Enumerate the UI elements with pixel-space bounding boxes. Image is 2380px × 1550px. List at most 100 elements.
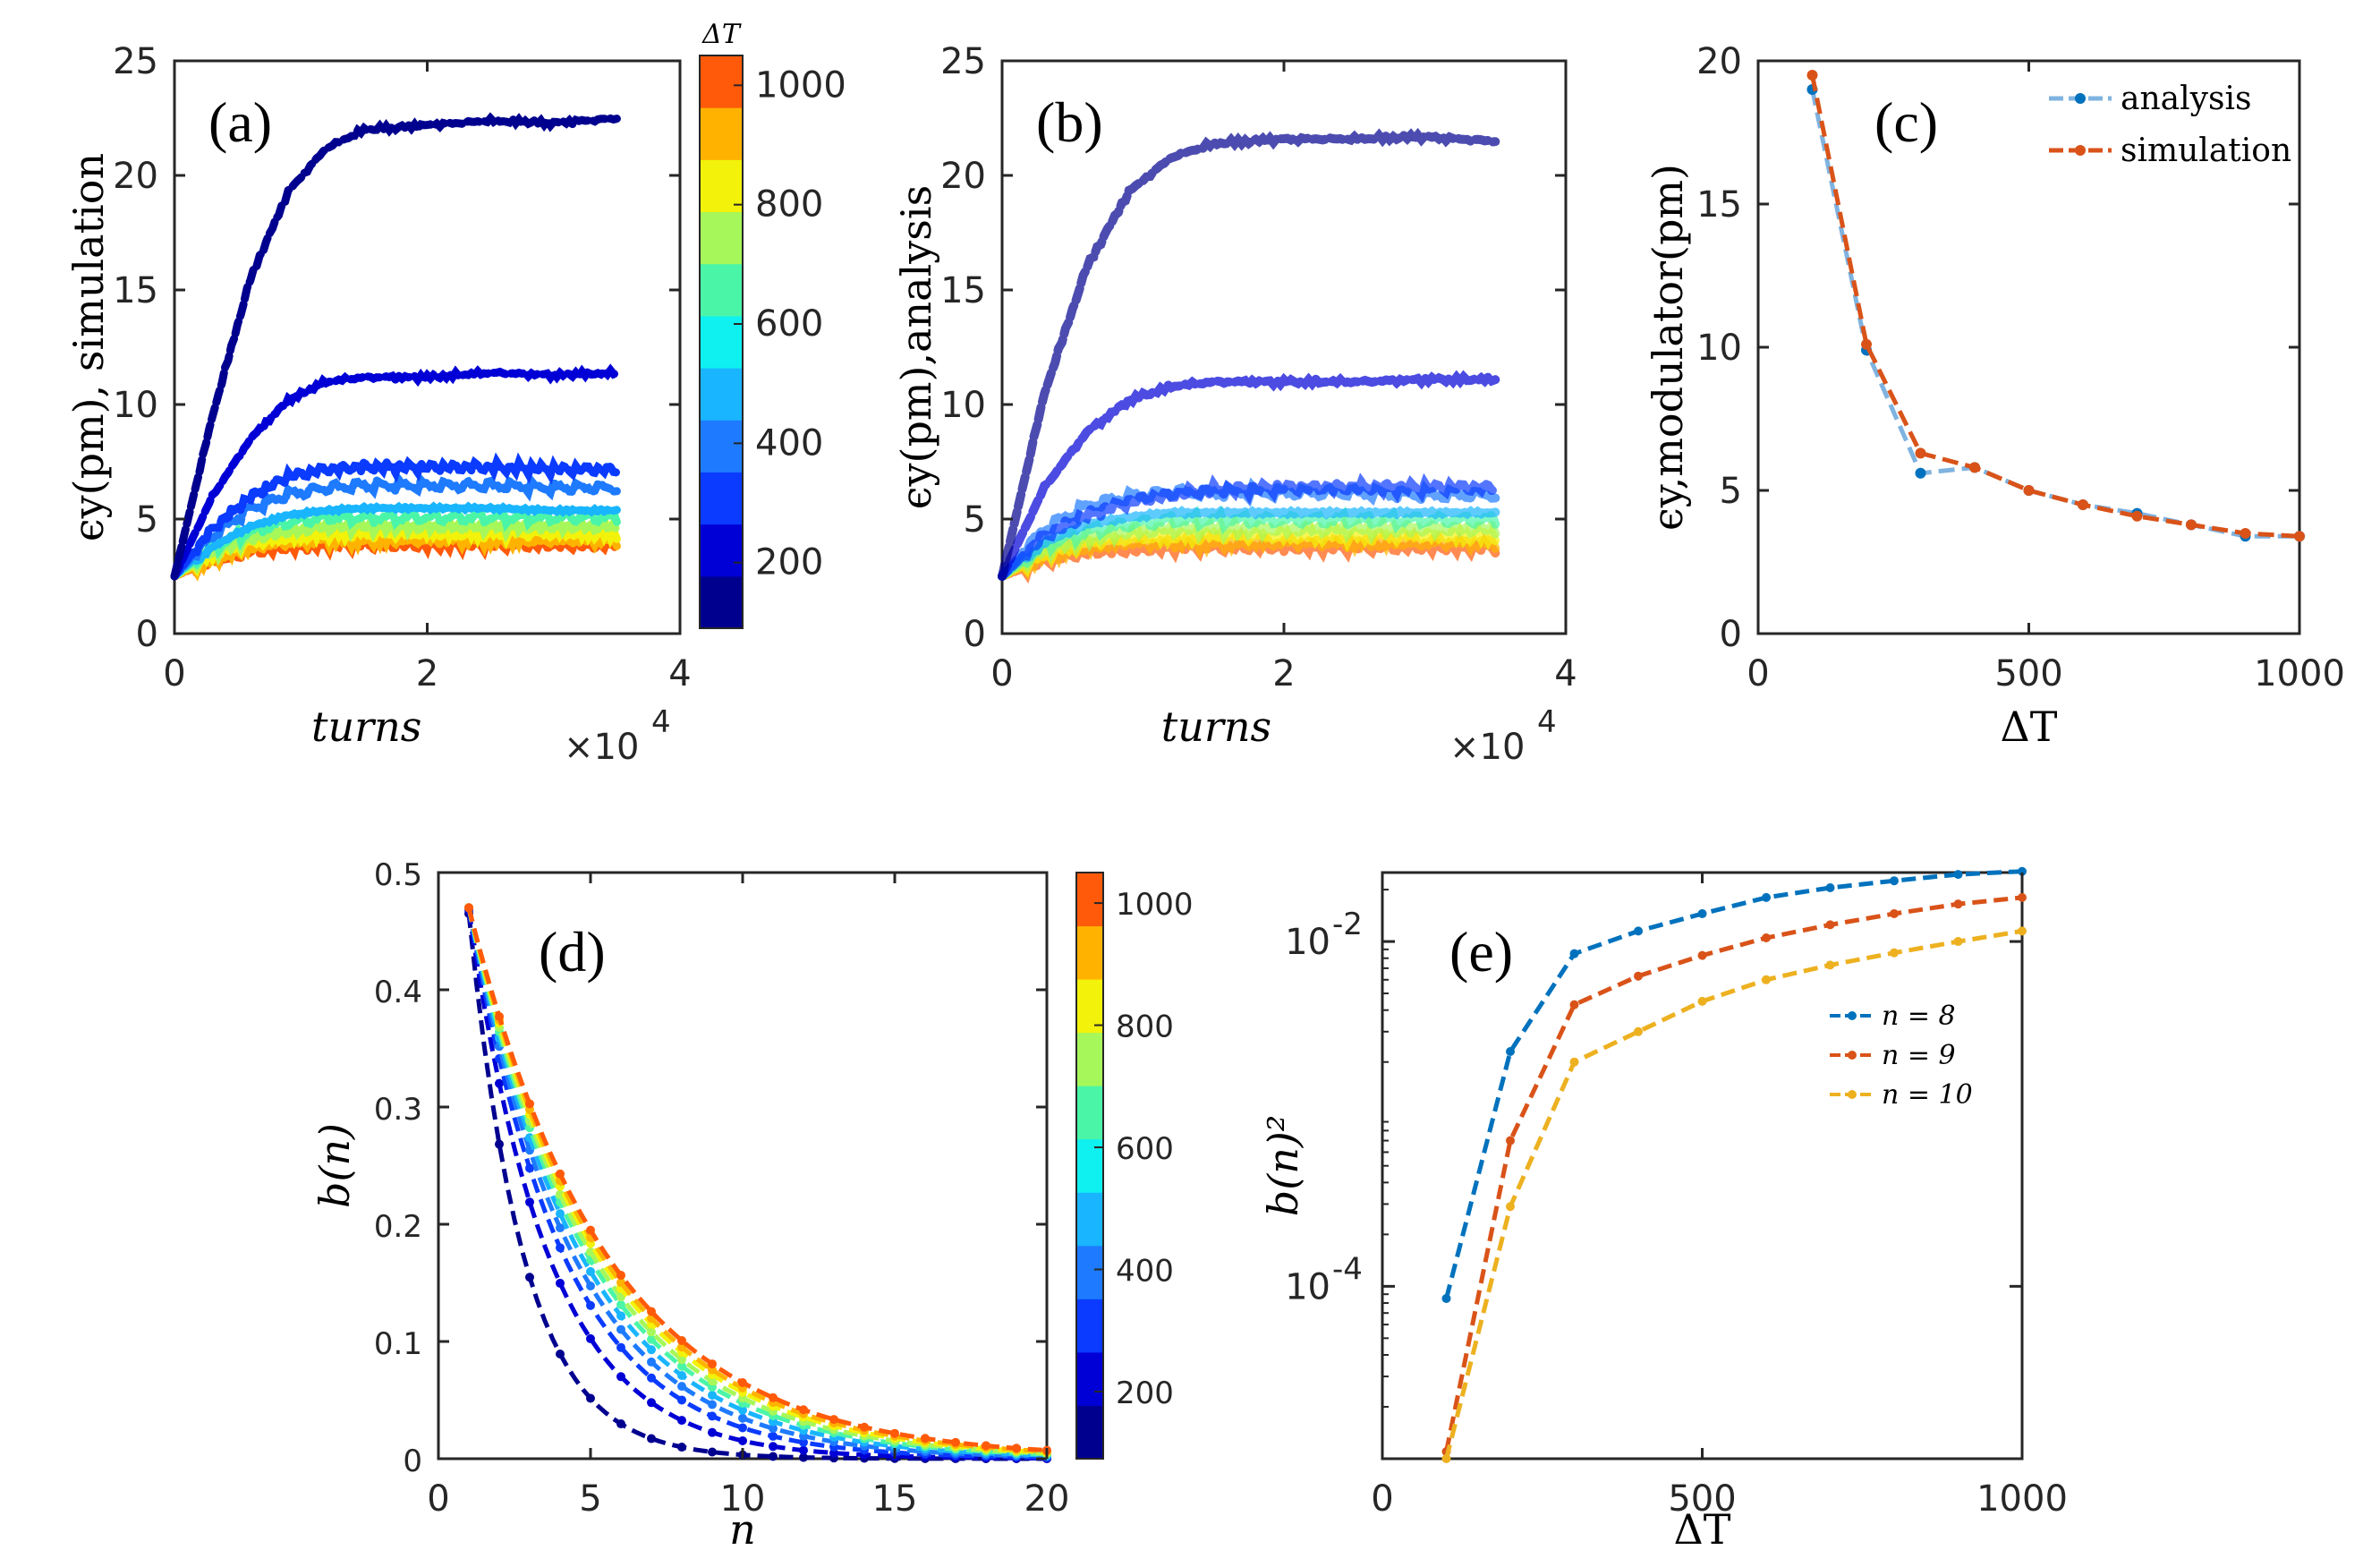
panel-d-point-3 bbox=[586, 1281, 595, 1290]
panel-e-xtick-label: 0 bbox=[1371, 1478, 1393, 1520]
panel-c-legend-marker-simulation bbox=[2075, 145, 2086, 156]
colorbar-d-segment bbox=[1076, 1405, 1103, 1460]
panel-d-point-0 bbox=[769, 1452, 778, 1461]
panel-d-point-9 bbox=[951, 1437, 960, 1447]
panel-d-point-4 bbox=[647, 1345, 656, 1355]
colorbar-d-frame bbox=[1075, 872, 1104, 1460]
panel-e-ytick-exp: -4 bbox=[1332, 1251, 1363, 1287]
panel-a-xlabel: turns bbox=[311, 703, 421, 751]
panel-d-xtick-label: 10 bbox=[720, 1478, 766, 1520]
panel-d-point-3 bbox=[738, 1413, 747, 1423]
colorbar-d-segment bbox=[1076, 1245, 1103, 1299]
panel-b-ytick-label: 25 bbox=[940, 41, 986, 82]
colorbar-d-segment bbox=[1076, 925, 1103, 980]
panel-c-point-simulation bbox=[1806, 70, 1818, 81]
colorbar-d-segment bbox=[1076, 873, 1103, 927]
panel-d-point-4 bbox=[586, 1266, 595, 1276]
panel-d-point-9 bbox=[860, 1422, 869, 1432]
panel-e-legend-label: n = 9 bbox=[1882, 1040, 1956, 1071]
panel-e-xtick-label: 1000 bbox=[1976, 1478, 2068, 1520]
panel-d-ytick-label: 0.1 bbox=[374, 1326, 422, 1362]
panel-d-point-3 bbox=[769, 1424, 778, 1434]
panel-a-ytick-label: 15 bbox=[113, 270, 158, 311]
colorbar-ab-title: ΔT bbox=[701, 19, 742, 50]
panel-c-point-simulation bbox=[2078, 499, 2088, 510]
colorbar-ab-segment bbox=[700, 575, 743, 629]
panel-c-point-simulation bbox=[1861, 338, 1872, 350]
panel-d-point-8 bbox=[616, 1278, 625, 1288]
panel-d-point-2 bbox=[525, 1163, 534, 1173]
panel-d-point-0 bbox=[586, 1393, 595, 1403]
panel-e-point-n = 10 bbox=[1953, 937, 1963, 947]
panel-d-point-4 bbox=[556, 1209, 565, 1219]
colorbar-ab-tick-label: 600 bbox=[755, 303, 823, 345]
panel-d-point-9 bbox=[829, 1415, 838, 1425]
panel-d-point-4 bbox=[738, 1405, 747, 1415]
panel-c-ytick-label: 15 bbox=[1696, 184, 1742, 226]
panel-b-xtick-label: 0 bbox=[990, 653, 1013, 694]
panel-a-xtick-label: 4 bbox=[668, 653, 691, 694]
panel-d-point-9 bbox=[982, 1441, 990, 1451]
panel-a-panel-label: (a) bbox=[208, 90, 272, 154]
panel-d-point-9 bbox=[586, 1225, 595, 1235]
colorbar-d-segment bbox=[1076, 1351, 1103, 1406]
panel-c-xtick-label: 1000 bbox=[2254, 653, 2345, 694]
panel-b-panel-label: (b) bbox=[1036, 90, 1103, 154]
panel-e-point-n = 9 bbox=[1697, 950, 1707, 960]
panel-b-series-ΔT=500 bbox=[998, 506, 1500, 581]
panel-d-point-0 bbox=[677, 1443, 686, 1452]
panel-d-point-3 bbox=[647, 1357, 656, 1367]
colorbar-d-segment bbox=[1076, 979, 1103, 1034]
panel-c-point-analysis bbox=[1915, 467, 1926, 479]
panel-d-point-0 bbox=[495, 1139, 504, 1149]
panel-e-point-n = 8 bbox=[1825, 883, 1835, 893]
panel-a-x-multiplier: ×10 bbox=[564, 727, 639, 768]
panel-d-series-7 bbox=[466, 907, 1048, 1455]
panel-d-point-9 bbox=[769, 1392, 778, 1402]
panel-b-x-multiplier: ×10 bbox=[1449, 727, 1525, 768]
panel-d-point-9 bbox=[890, 1428, 899, 1438]
panel-d-point-2 bbox=[769, 1431, 778, 1441]
panel-a-series-ΔT=100 bbox=[170, 112, 621, 581]
panel-a-xtick-label: 0 bbox=[163, 653, 185, 694]
panel-d-point-1 bbox=[738, 1435, 747, 1445]
panel-e-xtick-label: 500 bbox=[1668, 1478, 1736, 1520]
panel-d-xtick-label: 5 bbox=[579, 1478, 601, 1520]
panel-d-point-0 bbox=[525, 1273, 534, 1282]
panel-d-point-6 bbox=[586, 1247, 595, 1256]
panel-a-ytick-label: 5 bbox=[136, 499, 158, 541]
panel-a-ylabel: ϵy(pm), simulation bbox=[64, 153, 113, 541]
panel-e-point-n = 8 bbox=[1506, 1047, 1515, 1057]
panel-c-point-simulation bbox=[1915, 447, 1926, 459]
panel-d-point-1 bbox=[525, 1197, 534, 1207]
panel-c-xlabel: ΔT bbox=[2001, 703, 2058, 751]
colorbar-d-tick-label: 200 bbox=[1116, 1375, 1174, 1411]
panel-a-series-ΔT=500 bbox=[170, 501, 621, 581]
panel-d-point-4 bbox=[677, 1370, 686, 1380]
panel-c-xtick-label: 500 bbox=[1994, 653, 2062, 694]
panel-d-point-9 bbox=[708, 1359, 717, 1369]
panel-d-point-0 bbox=[708, 1447, 717, 1457]
colorbar-d-segment bbox=[1076, 1032, 1103, 1086]
panel-e-point-n = 8 bbox=[1953, 870, 1963, 880]
panel-e-ylabel: b(n)² bbox=[1259, 1115, 1307, 1216]
panel-d-point-5 bbox=[677, 1361, 686, 1371]
panel-e-point-n = 10 bbox=[1762, 975, 1771, 984]
panel-c-point-simulation bbox=[2131, 510, 2143, 522]
panel-d-ylabel: b(n) bbox=[310, 1123, 359, 1208]
panel-e-point-n = 10 bbox=[1634, 1026, 1643, 1036]
panel-d-point-3 bbox=[677, 1382, 686, 1392]
panel-e-xlabel: ΔT bbox=[1674, 1505, 1731, 1550]
panel-d-point-1 bbox=[769, 1442, 778, 1452]
panel-e-point-n = 9 bbox=[1953, 899, 1963, 909]
panel-e-panel-label: (e) bbox=[1449, 920, 1513, 984]
colorbar-ab-segment bbox=[700, 472, 743, 525]
panel-a-series-ΔT=300 bbox=[170, 451, 621, 581]
panel-e-point-n = 8 bbox=[1762, 892, 1771, 902]
panel-d-series-0 bbox=[466, 913, 1047, 1461]
colorbar-d-segment bbox=[1076, 1086, 1103, 1140]
panel-a-series-ΔT=200 bbox=[170, 363, 621, 581]
panel-d-point-1 bbox=[495, 1078, 504, 1088]
panel-d-point-4 bbox=[708, 1390, 717, 1400]
panel-e-point-n = 10 bbox=[1506, 1202, 1515, 1212]
